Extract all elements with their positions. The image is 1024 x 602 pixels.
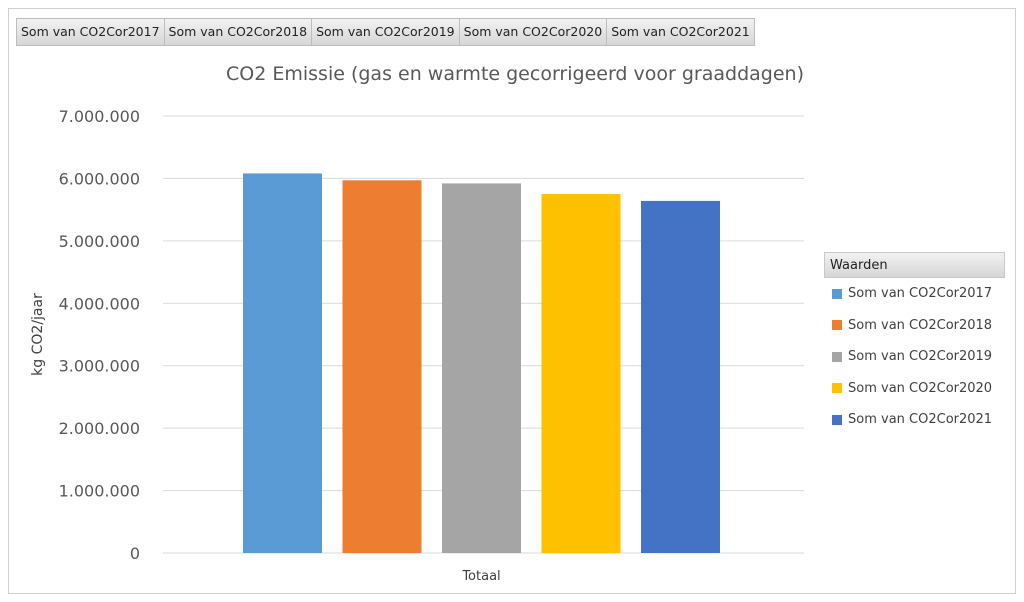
- field-button-2017[interactable]: Som van CO2Cor2017: [16, 18, 165, 46]
- field-button-2019[interactable]: Som van CO2Cor2019: [312, 18, 460, 46]
- legend-header-button[interactable]: Waarden: [824, 252, 1005, 278]
- legend-swatch-2017: [832, 288, 842, 299]
- bar-3: [442, 183, 521, 553]
- y-tick-label-1: 1.000.000: [59, 482, 140, 501]
- y-tick-label-7: 7.000.000: [59, 107, 140, 126]
- y-axis-title: kg CO2/jaar: [30, 293, 46, 376]
- legend-swatch-2020: [832, 383, 842, 394]
- legend-item-2017: Som van CO2Cor2017: [824, 278, 1005, 310]
- bar-4: [541, 194, 621, 554]
- bar-5: [641, 200, 720, 553]
- bar-2: [342, 180, 422, 553]
- x-category-label-0: Totaal: [461, 569, 500, 584]
- field-button-2021[interactable]: Som van CO2Cor2021: [607, 18, 755, 46]
- y-tick-label-2: 2.000.000: [59, 419, 140, 438]
- legend-label-2021: Som van CO2Cor2021: [848, 412, 993, 428]
- legend-item-2021: Som van CO2Cor2021: [824, 404, 1005, 436]
- legend-swatch-2019: [832, 351, 842, 362]
- y-tick-label-3: 3.000.000: [59, 357, 140, 376]
- legend-swatch-2021: [832, 414, 842, 425]
- bar-1: [243, 173, 322, 554]
- legend-label-2020: Som van CO2Cor2020: [848, 380, 993, 396]
- legend-item-2019: Som van CO2Cor2019: [824, 341, 1005, 373]
- y-tick-label-0: 0: [130, 544, 140, 563]
- y-tick-label-5: 5.000.000: [59, 232, 140, 251]
- legend-label-2019: Som van CO2Cor2019: [848, 349, 993, 365]
- y-tick-label-4: 4.000.000: [59, 294, 140, 313]
- legend-item-2020: Som van CO2Cor2020: [824, 373, 1005, 405]
- legend-label-2018: Som van CO2Cor2018: [848, 317, 993, 333]
- chart-title: CO2 Emissie (gas en warmte gecorrigeerd …: [226, 63, 804, 85]
- y-tick-label-6: 6.000.000: [59, 169, 140, 188]
- pivot-field-buttons: Som van CO2Cor2017 Som van CO2Cor2018 So…: [16, 18, 755, 46]
- field-button-2018[interactable]: Som van CO2Cor2018: [164, 18, 313, 46]
- legend: Waarden Som van CO2Cor2017 Som van CO2Co…: [824, 252, 1005, 436]
- legend-swatch-2018: [832, 320, 842, 331]
- legend-label-2017: Som van CO2Cor2017: [848, 286, 993, 302]
- field-button-2020[interactable]: Som van CO2Cor2020: [459, 18, 608, 46]
- legend-item-2018: Som van CO2Cor2018: [824, 310, 1005, 342]
